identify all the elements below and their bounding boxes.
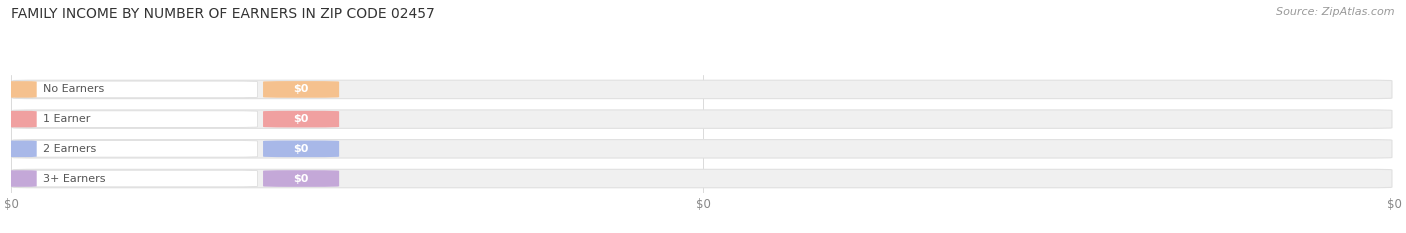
Text: 3+ Earners: 3+ Earners — [42, 174, 105, 184]
Text: $0: $0 — [294, 114, 309, 124]
Text: FAMILY INCOME BY NUMBER OF EARNERS IN ZIP CODE 02457: FAMILY INCOME BY NUMBER OF EARNERS IN ZI… — [11, 7, 434, 21]
Text: Source: ZipAtlas.com: Source: ZipAtlas.com — [1277, 7, 1395, 17]
FancyBboxPatch shape — [13, 80, 1392, 99]
FancyBboxPatch shape — [263, 140, 339, 157]
FancyBboxPatch shape — [13, 169, 1392, 188]
Text: $0: $0 — [294, 144, 309, 154]
FancyBboxPatch shape — [6, 111, 37, 127]
FancyBboxPatch shape — [263, 170, 339, 187]
Text: 2 Earners: 2 Earners — [42, 144, 96, 154]
FancyBboxPatch shape — [15, 140, 257, 157]
FancyBboxPatch shape — [15, 111, 257, 127]
Text: $0: $0 — [294, 174, 309, 184]
FancyBboxPatch shape — [263, 111, 339, 127]
Text: No Earners: No Earners — [42, 84, 104, 94]
FancyBboxPatch shape — [15, 170, 257, 187]
FancyBboxPatch shape — [263, 81, 339, 98]
Text: 1 Earner: 1 Earner — [42, 114, 90, 124]
FancyBboxPatch shape — [6, 170, 37, 187]
FancyBboxPatch shape — [15, 81, 257, 98]
FancyBboxPatch shape — [6, 81, 37, 98]
Text: $0: $0 — [294, 84, 309, 94]
FancyBboxPatch shape — [6, 140, 37, 157]
FancyBboxPatch shape — [13, 110, 1392, 128]
FancyBboxPatch shape — [13, 140, 1392, 158]
